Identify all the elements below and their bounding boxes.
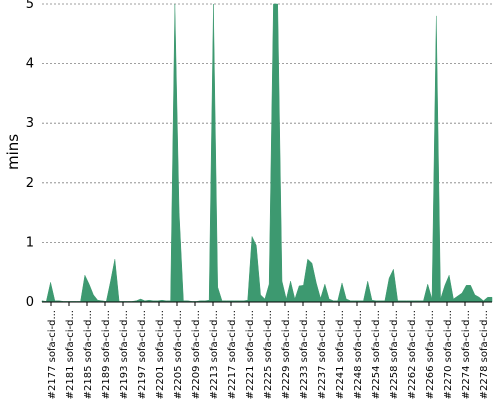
x-tick-label: #2217 sofa-ci-d...	[227, 310, 238, 399]
y-tick-label: 4	[26, 57, 34, 72]
x-tick-label: #2185 sofa-ci-d...	[83, 310, 94, 399]
y-tick-label: 3	[26, 116, 34, 131]
series-area	[41, 3, 493, 303]
x-tick-label: #2237 sofa-ci-d...	[317, 310, 328, 399]
x-tick-label: #2229 sofa-ci-d...	[281, 310, 292, 399]
y-tick-label: 2	[26, 176, 34, 191]
y-axis-title: mins	[4, 134, 22, 170]
axes	[42, 301, 492, 306]
x-tick-label: #2254 sofa-ci-d...	[371, 310, 382, 399]
x-tick-label: #2213 sofa-ci-d...	[209, 310, 220, 399]
x-tick-label: #2225 sofa-ci-d...	[263, 310, 274, 399]
x-tick-label: #2248 sofa-ci-d...	[353, 310, 364, 399]
x-tick-label: #2177 sofa-ci-d...	[47, 310, 58, 399]
gridlines	[42, 3, 492, 243]
x-tick-label: #2241 sofa-ci-d...	[335, 310, 346, 399]
x-tick-label: #2193 sofa-ci-d...	[119, 310, 130, 399]
x-tick-label: #2201 sofa-ci-d...	[155, 310, 166, 399]
y-tick-label: 0	[26, 295, 34, 310]
series-area-fill	[41, 3, 493, 303]
y-tick-label: 5	[26, 0, 34, 12]
x-tick-label: #2197 sofa-ci-d...	[137, 310, 148, 399]
x-tick-labels: #2177 sofa-ci-d... #2181 sofa-ci-d... #218…	[47, 310, 490, 399]
x-tick-label: #2258 sofa-ci-d...	[389, 310, 400, 399]
x-tick-label: #2262 sofa-ci-d...	[407, 310, 418, 399]
y-tick-label: 1	[26, 235, 34, 250]
x-tick-label: #2233 sofa-ci-d...	[299, 310, 310, 399]
y-tick-labels: 0 1 2 3 4 5	[26, 0, 34, 310]
x-tick-label: #2205 sofa-ci-d...	[173, 310, 184, 399]
x-tick-label: #2274 sofa-ci-d...	[461, 310, 472, 399]
x-tick-label: #2181 sofa-ci-d...	[65, 310, 76, 399]
x-tick-label: #2266 sofa-ci-d...	[425, 310, 436, 399]
x-tick-label: #2221 sofa-ci-d...	[245, 310, 256, 399]
x-tick-label: #2209 sofa-ci-d...	[191, 310, 202, 399]
x-tick-label: #2278 sofa-ci-d...	[479, 310, 490, 399]
x-tick-label: #2270 sofa-ci-d...	[443, 310, 454, 399]
x-tick-label: #2189 sofa-ci-d...	[101, 310, 112, 399]
